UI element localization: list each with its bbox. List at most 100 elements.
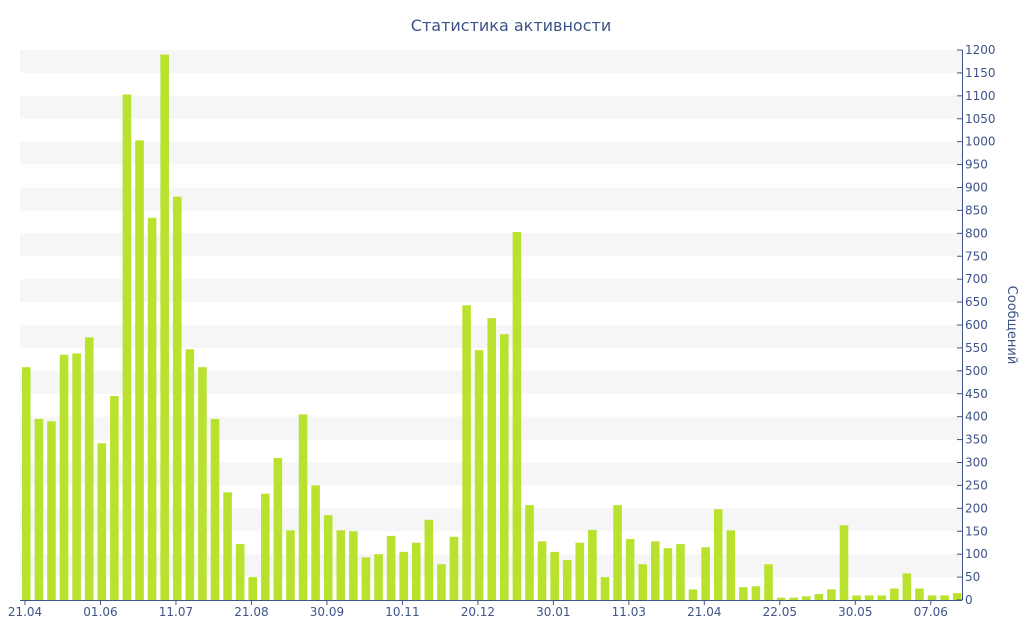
grid-band <box>20 187 962 211</box>
bar[interactable] <box>537 541 547 600</box>
bar[interactable] <box>374 554 383 600</box>
bar[interactable] <box>500 334 509 600</box>
bar[interactable] <box>512 231 522 600</box>
bar[interactable] <box>399 551 408 601</box>
bar[interactable] <box>940 595 949 600</box>
bar[interactable] <box>789 597 798 600</box>
y-tick-label: 700 <box>965 272 988 286</box>
bar[interactable] <box>764 564 773 600</box>
bar[interactable] <box>59 354 69 600</box>
bar[interactable] <box>261 493 270 600</box>
bar[interactable] <box>801 596 811 600</box>
y-tick-label: 200 <box>965 501 988 515</box>
bar[interactable] <box>172 196 182 601</box>
y-tick-label: 50 <box>965 570 980 584</box>
bar[interactable] <box>147 217 157 600</box>
bar[interactable] <box>311 485 320 600</box>
grid-band <box>20 233 962 257</box>
bar[interactable] <box>160 54 169 600</box>
bar[interactable] <box>688 589 698 600</box>
bar[interactable] <box>286 530 295 600</box>
bar[interactable] <box>814 594 824 600</box>
bar[interactable] <box>625 539 635 600</box>
bar[interactable] <box>122 94 132 601</box>
bar[interactable] <box>751 586 761 600</box>
bar[interactable] <box>411 542 421 600</box>
bar[interactable] <box>588 529 597 601</box>
bar[interactable] <box>424 519 434 600</box>
x-tick-label: 11.07 <box>159 605 193 619</box>
bar[interactable] <box>726 530 736 600</box>
bar[interactable] <box>776 597 786 600</box>
chart-title: Статистика активности <box>411 16 611 35</box>
grid-band <box>20 95 962 119</box>
bar[interactable] <box>877 595 887 600</box>
bar[interactable] <box>676 544 685 600</box>
x-tick-label: 01.06 <box>83 605 117 619</box>
x-tick-label: 30.05 <box>838 605 872 619</box>
bar[interactable] <box>21 367 31 600</box>
bar[interactable] <box>915 588 924 600</box>
bar[interactable] <box>135 140 144 601</box>
bar[interactable] <box>663 548 673 600</box>
x-tick-label: 21.04 <box>8 605 42 619</box>
y-axis-label: Сообщений <box>1004 286 1019 365</box>
bar[interactable] <box>386 535 396 600</box>
bar[interactable] <box>449 536 459 600</box>
bar[interactable] <box>474 350 484 600</box>
bar[interactable] <box>525 505 534 601</box>
bar[interactable] <box>650 541 660 600</box>
bar[interactable] <box>110 396 119 600</box>
grid-band <box>20 50 962 73</box>
y-ticks-group: 0 50 100 150 200 250 300 350 400 450 500 550 600 650 7… <box>957 43 996 607</box>
grid-band <box>20 141 962 165</box>
bar[interactable] <box>97 443 107 600</box>
y-tick-label: 1100 <box>965 89 996 103</box>
bar[interactable] <box>902 573 912 600</box>
bar[interactable] <box>487 318 497 601</box>
bars-group <box>21 54 962 601</box>
bar[interactable] <box>223 492 232 600</box>
bar[interactable] <box>72 353 81 600</box>
bar[interactable] <box>248 577 258 600</box>
bar[interactable] <box>713 509 723 600</box>
bar[interactable] <box>852 595 861 600</box>
bar[interactable] <box>562 560 572 601</box>
bar[interactable] <box>323 515 333 600</box>
bar[interactable] <box>84 337 94 601</box>
bar[interactable] <box>235 544 245 600</box>
bar[interactable] <box>34 418 44 600</box>
bar[interactable] <box>890 588 899 600</box>
bar[interactable] <box>349 531 358 600</box>
bar[interactable] <box>47 421 56 600</box>
bar[interactable] <box>185 349 195 600</box>
y-tick-label: 450 <box>965 387 988 401</box>
bar[interactable] <box>273 457 283 600</box>
bar[interactable] <box>701 547 710 600</box>
y-tick-label: 750 <box>965 249 988 263</box>
bar[interactable] <box>298 414 308 601</box>
bar[interactable] <box>437 564 446 600</box>
x-ticks-group: 21.04 01.06 11.07 21.08 30.09 10.11 20.12 30.01… <box>8 600 948 619</box>
bar[interactable] <box>600 577 610 600</box>
y-tick-label: 800 <box>965 226 988 240</box>
bar[interactable] <box>638 564 648 600</box>
y-tick-label: 300 <box>965 456 988 470</box>
bar[interactable] <box>575 542 585 600</box>
bar[interactable] <box>550 551 559 601</box>
bar[interactable] <box>839 525 849 600</box>
bar[interactable] <box>864 595 874 600</box>
bar[interactable] <box>336 530 346 600</box>
y-tick-label: 850 <box>965 203 988 217</box>
bar[interactable] <box>739 587 748 600</box>
bar[interactable] <box>927 595 937 600</box>
bar[interactable] <box>462 305 471 600</box>
bar[interactable] <box>361 557 371 601</box>
bar[interactable] <box>210 418 220 600</box>
bar[interactable] <box>198 367 207 600</box>
bar[interactable] <box>827 589 836 600</box>
bar[interactable] <box>613 505 622 601</box>
bar[interactable] <box>952 593 962 601</box>
